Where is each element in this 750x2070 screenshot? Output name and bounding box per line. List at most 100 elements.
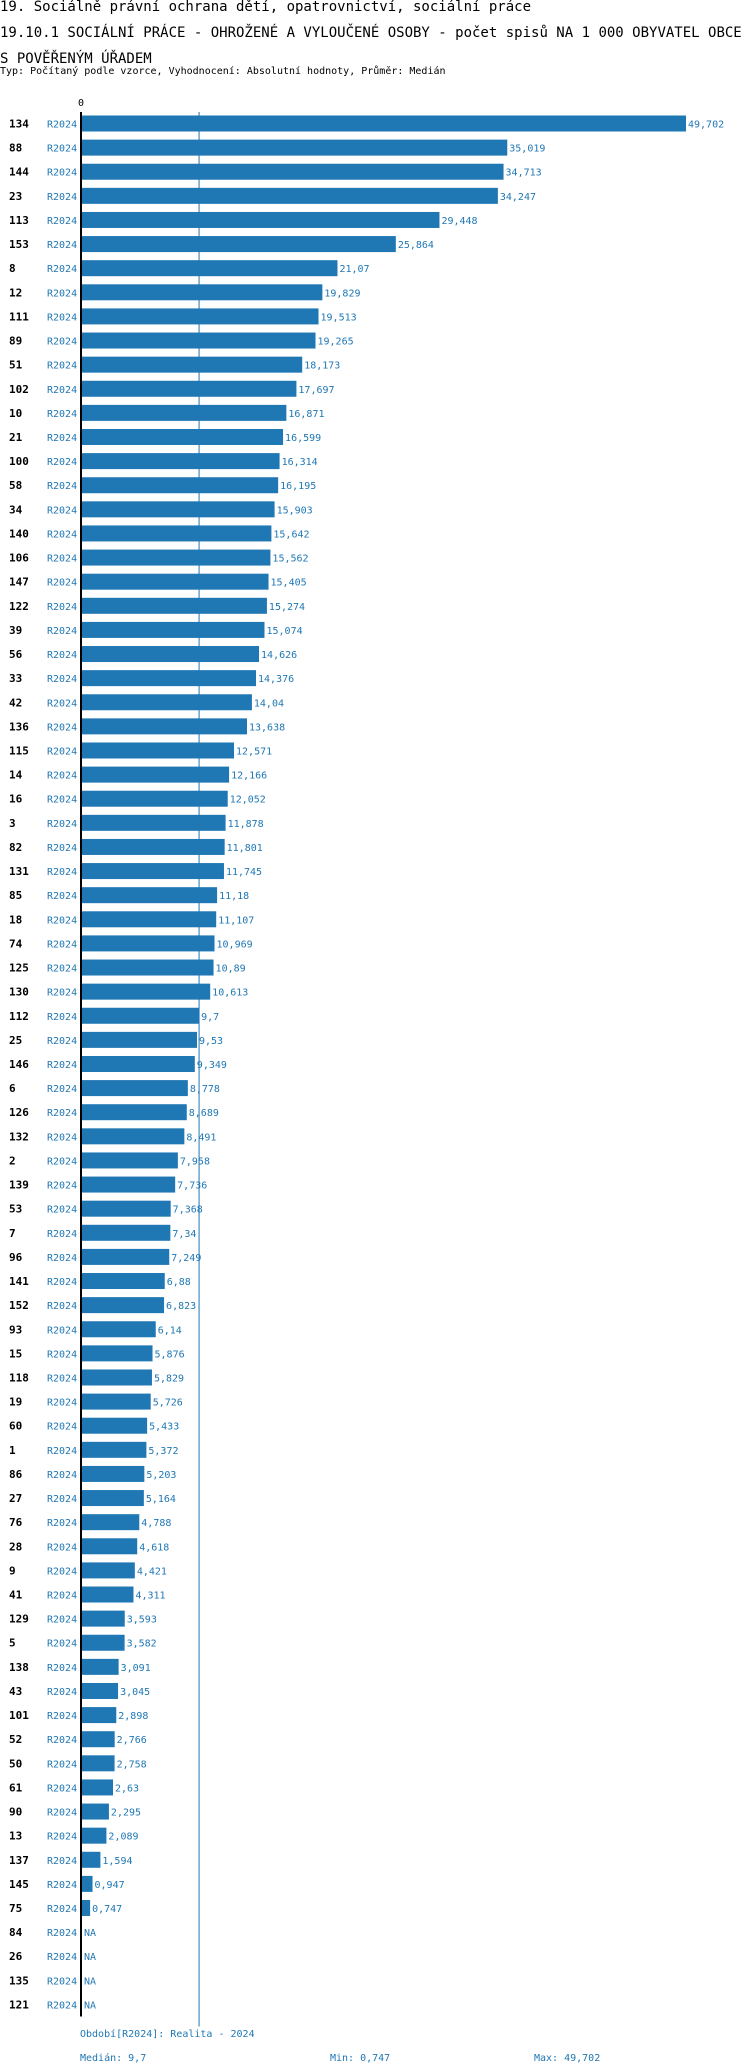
category-label: 3 (9, 817, 16, 830)
bar (81, 1562, 135, 1579)
category-label: 146 (9, 1058, 29, 1071)
category-label: 144 (9, 166, 29, 179)
category-label: 118 (9, 1371, 29, 1384)
category-label: 96 (9, 1251, 23, 1264)
bar (81, 1007, 200, 1024)
category-label: 139 (9, 1179, 29, 1192)
bar (81, 1345, 153, 1362)
category-label: 93 (9, 1323, 22, 1336)
bar (81, 838, 225, 855)
period-label: R2024 (47, 1808, 77, 1819)
bar (81, 501, 275, 518)
bar (81, 1779, 114, 1796)
bar (81, 646, 260, 663)
period-label: R2024 (47, 1832, 77, 1843)
period-label: R2024 (47, 168, 77, 179)
value-label: 19,265 (318, 337, 354, 348)
bar (81, 211, 440, 228)
chart-title: 19.10.1 SOCIÁLNÍ PRÁCE - OHROŽENÉ A VYLO… (0, 25, 742, 67)
value-label: 9,7 (201, 1012, 219, 1023)
bar (81, 404, 287, 421)
value-label: 9,53 (199, 1036, 223, 1047)
value-label: 0,947 (95, 1880, 125, 1891)
category-label: 122 (9, 600, 29, 613)
bar (81, 790, 228, 807)
category-label: 85 (9, 889, 22, 902)
bar (81, 1152, 178, 1169)
category-label: 15 (9, 1347, 22, 1360)
category-label: 141 (9, 1275, 29, 1288)
category-label: 6 (9, 1082, 16, 1095)
bar (81, 1731, 115, 1748)
bar (81, 1634, 125, 1651)
value-label: 17,697 (298, 385, 334, 396)
value-label: 7,958 (180, 1156, 210, 1167)
bar (81, 1441, 147, 1458)
period-label: R2024 (47, 1398, 77, 1409)
bar (81, 911, 217, 928)
footer-median: Medián: 9,7 (80, 2053, 147, 2064)
value-label: 18,173 (304, 361, 340, 372)
x-axis-zero-label: 0 (78, 98, 84, 109)
period-label: R2024 (47, 288, 77, 299)
period-label: R2024 (47, 1301, 77, 1312)
category-label: 136 (9, 720, 29, 733)
period-label: R2024 (47, 795, 77, 806)
value-label: 2,63 (115, 1783, 139, 1794)
value-label: 12,571 (236, 746, 272, 757)
value-label: 3,045 (120, 1687, 150, 1698)
period-label: R2024 (47, 964, 77, 975)
period-label: R2024 (47, 240, 77, 251)
period-label: R2024 (47, 433, 77, 444)
bar (81, 139, 508, 156)
category-label: 138 (9, 1661, 29, 1674)
bar (81, 1200, 171, 1217)
period-label: R2024 (47, 192, 77, 203)
category-label: 41 (9, 1589, 23, 1602)
footer-period: Období[R2024]: Realita - 2024 (80, 2029, 255, 2040)
bar (81, 1803, 109, 1820)
category-label: 125 (9, 962, 29, 975)
bar (81, 887, 218, 904)
bar (81, 1224, 171, 1241)
bar (81, 1248, 170, 1265)
category-label: 51 (9, 359, 23, 372)
value-label: 2,766 (117, 1735, 147, 1746)
bar (81, 597, 267, 614)
category-label: 153 (9, 238, 29, 251)
period-label: R2024 (47, 578, 77, 589)
value-label: 10,89 (216, 964, 246, 975)
bar (81, 1586, 134, 1603)
category-label: 43 (9, 1685, 22, 1698)
value-label: 21,07 (339, 264, 369, 275)
bar (81, 236, 396, 253)
period-label: R2024 (47, 1759, 77, 1770)
bar (81, 1055, 195, 1072)
bar (81, 308, 319, 325)
value-label: 10,613 (212, 988, 248, 999)
bar (81, 1900, 91, 1917)
bar (81, 1080, 188, 1097)
bar (81, 428, 284, 445)
period-label: R2024 (47, 1132, 77, 1143)
period-label: R2024 (47, 1446, 77, 1457)
bar (81, 1514, 140, 1531)
category-label: 121 (9, 1998, 29, 2011)
period-label: R2024 (47, 1711, 77, 1722)
value-label: 4,311 (135, 1591, 165, 1602)
period-label: R2024 (47, 1470, 77, 1481)
bar (81, 380, 297, 397)
period-label: R2024 (47, 1181, 77, 1192)
period-label: R2024 (47, 337, 77, 348)
category-label: 2 (9, 1154, 16, 1167)
category-label: 5 (9, 1637, 16, 1650)
bar (81, 1610, 125, 1627)
value-label: 29,448 (441, 216, 477, 227)
bar (81, 356, 303, 373)
value-label: 34,713 (506, 168, 542, 179)
value-label: 16,314 (282, 457, 318, 468)
value-label: 15,903 (277, 505, 313, 516)
category-label: 129 (9, 1613, 29, 1626)
category-label: 131 (9, 865, 29, 878)
